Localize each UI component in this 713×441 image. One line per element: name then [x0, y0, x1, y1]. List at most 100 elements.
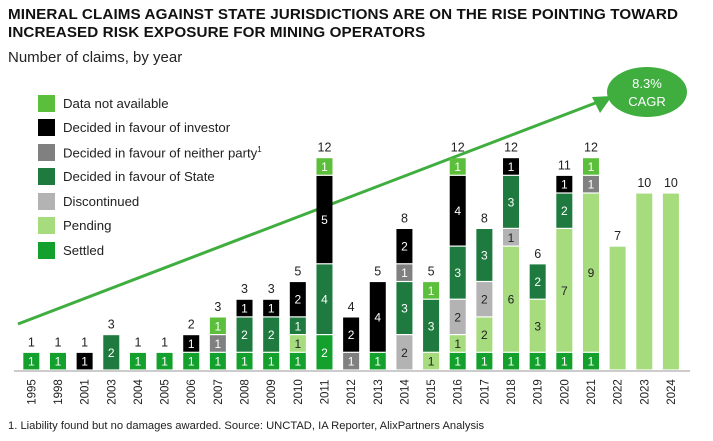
- segment-label: 6: [508, 293, 515, 307]
- segment-label: 1: [161, 355, 168, 369]
- x-tick-label: 2021: [586, 379, 598, 405]
- segment-label: 9: [588, 266, 595, 280]
- segment-label: 1: [454, 337, 461, 351]
- cagr-value: 8.3%: [632, 76, 662, 91]
- segment-label: 1: [534, 355, 541, 369]
- legend-swatch-discontinued: [38, 192, 55, 210]
- segment-label: 1: [428, 355, 435, 369]
- bar-segment-settled: [289, 352, 306, 370]
- legend-label: Decided in favour of investor: [63, 120, 231, 136]
- segment-label: 1: [215, 337, 222, 351]
- bar-segment-pending: [636, 193, 653, 370]
- segment-label: 1: [508, 160, 515, 174]
- x-tick-label: 2020: [559, 379, 571, 405]
- bar-segment-state: [396, 282, 413, 334]
- segment-label: 3: [401, 302, 408, 316]
- bar-segment-settled: [183, 352, 200, 370]
- total-label: 1: [54, 335, 61, 349]
- bar-segment-investor: [236, 299, 253, 317]
- bar-segment-pending: [449, 335, 466, 352]
- total-label: 10: [664, 176, 678, 190]
- segment-label: 1: [294, 319, 301, 333]
- legend-label: Discontinued: [63, 193, 140, 209]
- bar-segment-discontinued: [396, 335, 413, 370]
- total-label: 6: [534, 247, 541, 261]
- x-tick-label: 2014: [399, 379, 411, 405]
- x-tick-label: 2006: [186, 379, 198, 405]
- segment-label: 2: [241, 328, 248, 342]
- legend-swatch-pending: [38, 217, 55, 235]
- bar-segment-state: [289, 317, 306, 334]
- bar-segment-state: [316, 264, 333, 334]
- segment-label: 1: [215, 319, 222, 333]
- bar-segment-investor: [343, 317, 360, 352]
- bar-segment-settled: [49, 352, 66, 370]
- bar-segment-settled: [476, 352, 493, 370]
- segment-label: 1: [241, 355, 248, 369]
- legend: Data not available Decided in favour of …: [38, 91, 262, 263]
- bar-segment-not_available: [449, 158, 466, 175]
- bar-segment-state: [503, 175, 520, 228]
- segment-label: 2: [294, 293, 301, 307]
- bar-segment-discontinued: [476, 282, 493, 317]
- bar-segment-investor: [76, 352, 93, 370]
- total-label: 5: [294, 265, 301, 279]
- bar-segment-pending: [582, 193, 599, 352]
- legend-item: Decided in favour of State: [38, 165, 262, 190]
- segment-label: 2: [268, 328, 275, 342]
- segment-label: 1: [241, 302, 248, 316]
- chart-title: MINERAL CLAIMS AGAINST STATE JURISDICTIO…: [8, 6, 679, 41]
- x-tick-label: 2013: [373, 379, 385, 405]
- legend-item: Data not available: [38, 91, 262, 116]
- total-label: 5: [374, 265, 381, 279]
- bar-segment-settled: [129, 352, 146, 370]
- segment-label: 2: [561, 204, 568, 218]
- legend-label: Pending: [63, 218, 112, 234]
- segment-label: 2: [401, 240, 408, 254]
- segment-label: 1: [508, 355, 515, 369]
- segment-label: 1: [428, 284, 435, 298]
- total-label: 3: [214, 300, 221, 314]
- cagr-label: CAGR: [628, 94, 666, 109]
- total-label: 5: [428, 265, 435, 279]
- bar-segment-state: [476, 229, 493, 281]
- bar-segment-settled: [236, 352, 253, 370]
- footnote: 1. Liability found but no damages awarde…: [8, 420, 485, 432]
- x-tick-label: 2007: [213, 379, 225, 405]
- x-tick-label: 2005: [160, 379, 172, 405]
- bar-segment-pending: [609, 246, 626, 370]
- total-label: 1: [161, 335, 168, 349]
- legend-item: Decided in favour of neither party1: [38, 140, 262, 165]
- legend-label: Settled: [63, 242, 105, 258]
- x-tick-label: 2001: [80, 379, 92, 405]
- x-tick-label: 2004: [133, 379, 145, 405]
- segment-label: 4: [321, 293, 328, 307]
- bar-segment-not_available: [316, 158, 333, 175]
- legend-label: Decided in favour of State: [63, 169, 215, 185]
- bar-segment-investor: [369, 282, 386, 352]
- x-tick-label: 2017: [479, 379, 491, 405]
- x-tick-label: 2023: [639, 379, 651, 405]
- bar-segment-settled: [369, 352, 386, 370]
- segment-label: 3: [481, 248, 488, 262]
- x-tick-label: 1995: [26, 379, 38, 405]
- total-label: 1: [28, 335, 35, 349]
- segment-label: 1: [561, 178, 568, 192]
- bar-segment-settled: [556, 352, 573, 370]
- segment-label: 2: [481, 328, 488, 342]
- x-tick-label: 2022: [613, 379, 625, 405]
- bar-segment-settled: [503, 352, 520, 370]
- segment-label: 1: [588, 355, 595, 369]
- bar-segment-neither: [343, 352, 360, 370]
- bar-segment-state: [103, 335, 120, 370]
- bar-segment-investor: [263, 299, 280, 317]
- x-tick-label: 2010: [293, 379, 305, 405]
- segment-label: 4: [454, 204, 461, 218]
- x-tick-label: 2018: [506, 379, 518, 405]
- segment-label: 1: [374, 355, 381, 369]
- bar-segment-state: [556, 193, 573, 228]
- segment-label: 1: [188, 337, 195, 351]
- bar-segment-settled: [209, 352, 226, 370]
- legend-item: Discontinued: [38, 189, 262, 214]
- bar-segment-settled: [263, 352, 280, 370]
